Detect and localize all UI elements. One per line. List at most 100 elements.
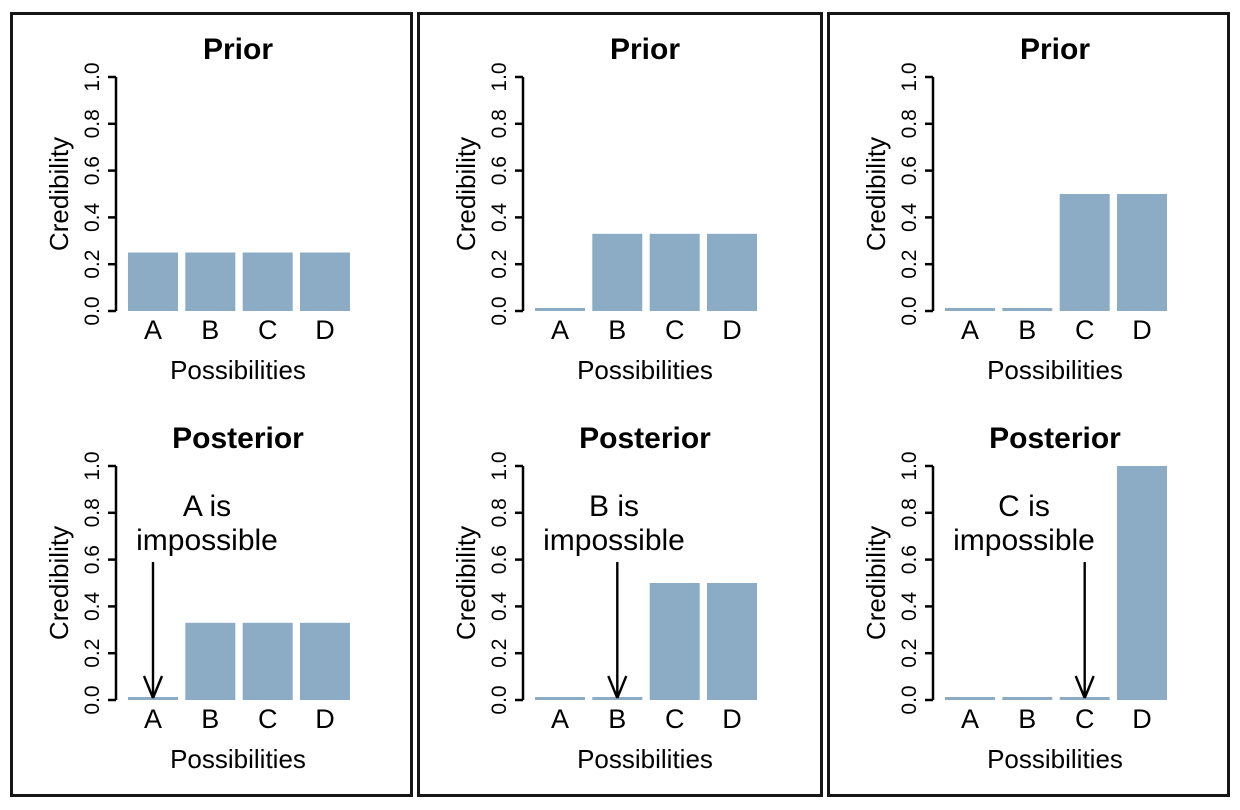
bar-C [242, 252, 293, 311]
x-category-label: A [961, 315, 979, 345]
panel-3: 0.0 0.2 0.4 0.6 0.8 1.0 Credibility A B C D Prior Po… [827, 12, 1230, 797]
bar-A [128, 697, 178, 700]
posterior-barplot: 0.0 0.2 0.4 0.6 0.8 1.0 Credibility A B C D Posteri… [451, 422, 757, 774]
y-tick-label: 0.6 [488, 156, 511, 185]
annotation-text: B is [589, 490, 639, 523]
down-arrow-icon [1074, 562, 1095, 699]
bar-A [535, 308, 585, 311]
chart-title: Prior [1020, 33, 1090, 66]
x-category-label: C [258, 315, 278, 345]
chart-title: Prior [610, 33, 680, 66]
bar-D [707, 583, 757, 700]
chart-title: Posterior [989, 422, 1121, 455]
y-tick-label: 0.6 [898, 156, 921, 185]
bar-C [1059, 697, 1110, 700]
y-tick-label: 0.2 [898, 639, 921, 668]
x-category-label: B [1018, 315, 1036, 345]
bar-B [592, 697, 643, 700]
y-tick-label: 0.2 [488, 639, 511, 668]
down-arrow-icon [607, 562, 628, 699]
y-tick-label: 1.0 [898, 451, 921, 480]
x-category-label: D [1132, 315, 1152, 345]
annotation-text: impossible [543, 524, 685, 557]
bar-A [945, 697, 995, 700]
annotation-text: impossible [136, 524, 278, 557]
y-tick-label: 0.0 [81, 296, 104, 325]
y-tick-label: 0.0 [488, 296, 511, 325]
bar-B [1002, 308, 1053, 311]
bar-B [185, 622, 236, 700]
bar-C [649, 583, 700, 700]
y-tick-label: 0.4 [898, 591, 921, 621]
x-category-label: D [315, 704, 335, 734]
y-tick-label: 0.8 [898, 109, 921, 138]
bar-A [535, 697, 585, 700]
bar-D [300, 622, 350, 700]
y-tick-label: 0.2 [81, 250, 104, 279]
chart-title: Posterior [172, 422, 304, 455]
bar-A [128, 252, 178, 311]
y-tick-label: 0.2 [488, 250, 511, 279]
posterior-barplot: 0.0 0.2 0.4 0.6 0.8 1.0 Credibility A B C D Posteri… [861, 422, 1167, 774]
annotation-text: C is [998, 490, 1050, 523]
bar-D [1117, 466, 1167, 700]
y-axis-title: Credibility [861, 137, 891, 251]
y-tick-label: 1.0 [898, 62, 921, 91]
bar-C [649, 233, 700, 311]
y-tick-label: 0.4 [488, 202, 511, 232]
x-category-label: C [1075, 315, 1095, 345]
posterior-barplot: 0.0 0.2 0.4 0.6 0.8 1.0 Credibility A B C D Posteri… [44, 422, 350, 774]
x-category-label: D [1132, 704, 1152, 734]
y-tick-label: 0.4 [81, 202, 104, 232]
y-tick-label: 0.4 [898, 202, 921, 232]
chart-title: Prior [203, 33, 273, 66]
x-category-label: A [551, 704, 569, 734]
y-tick-label: 0.2 [898, 250, 921, 279]
y-tick-label: 0.8 [488, 498, 511, 527]
panel-3-prior-chart: 0.0 0.2 0.4 0.6 0.8 1.0 Credibility A B C D Prior Po… [830, 15, 1227, 404]
panel-1: 0.0 0.2 0.4 0.6 0.8 1.0 Credibility A B C D Prior Po… [10, 12, 413, 797]
panel-2: 0.0 0.2 0.4 0.6 0.8 1.0 Credibility A B C D Prior Po… [417, 12, 823, 797]
chart-title: Posterior [579, 422, 711, 455]
y-axis-title: Credibility [451, 526, 481, 640]
x-axis-title: Possibilities [987, 355, 1123, 385]
prior-barplot: 0.0 0.2 0.4 0.6 0.8 1.0 Credibility A B C D Prior Po… [861, 33, 1167, 385]
prior-barplot: 0.0 0.2 0.4 0.6 0.8 1.0 Credibility A B C D Prior Po… [44, 33, 350, 385]
y-tick-label: 1.0 [488, 451, 511, 480]
y-tick-label: 0.6 [898, 545, 921, 574]
x-axis-title: Possibilities [987, 744, 1123, 774]
bar-B [185, 252, 236, 311]
bar-B [592, 233, 643, 311]
x-category-label: A [144, 315, 162, 345]
y-tick-label: 0.4 [488, 591, 511, 621]
prior-barplot: 0.0 0.2 0.4 0.6 0.8 1.0 Credibility A B C D Prior Po… [451, 33, 757, 385]
x-category-label: C [1075, 704, 1095, 734]
y-tick-label: 1.0 [488, 62, 511, 91]
bar-A [945, 308, 995, 311]
x-category-label: D [315, 315, 335, 345]
bar-D [300, 252, 350, 311]
y-tick-label: 0.0 [898, 685, 921, 714]
y-tick-label: 1.0 [81, 451, 104, 480]
x-category-label: A [551, 315, 569, 345]
annotation-text: impossible [953, 524, 1095, 557]
bar-C [242, 622, 293, 700]
x-category-label: D [722, 704, 742, 734]
y-tick-label: 0.8 [81, 498, 104, 527]
x-category-label: C [258, 704, 278, 734]
x-axis-title: Possibilities [170, 744, 306, 774]
y-tick-label: 0.0 [81, 685, 104, 714]
panel-2-prior-chart: 0.0 0.2 0.4 0.6 0.8 1.0 Credibility A B C D Prior Po… [420, 15, 817, 404]
y-tick-label: 0.6 [81, 156, 104, 185]
x-category-label: B [201, 315, 219, 345]
panel-2-posterior-chart: 0.0 0.2 0.4 0.6 0.8 1.0 Credibility A B C D Posteri… [420, 404, 817, 793]
y-tick-label: 0.8 [81, 109, 104, 138]
y-axis-title: Credibility [44, 526, 74, 640]
y-tick-label: 0.0 [488, 685, 511, 714]
x-category-label: A [144, 704, 162, 734]
y-tick-label: 0.0 [898, 296, 921, 325]
bar-D [1117, 194, 1167, 311]
y-axis-title: Credibility [44, 137, 74, 251]
x-category-label: B [1018, 704, 1036, 734]
x-axis-title: Possibilities [577, 744, 713, 774]
